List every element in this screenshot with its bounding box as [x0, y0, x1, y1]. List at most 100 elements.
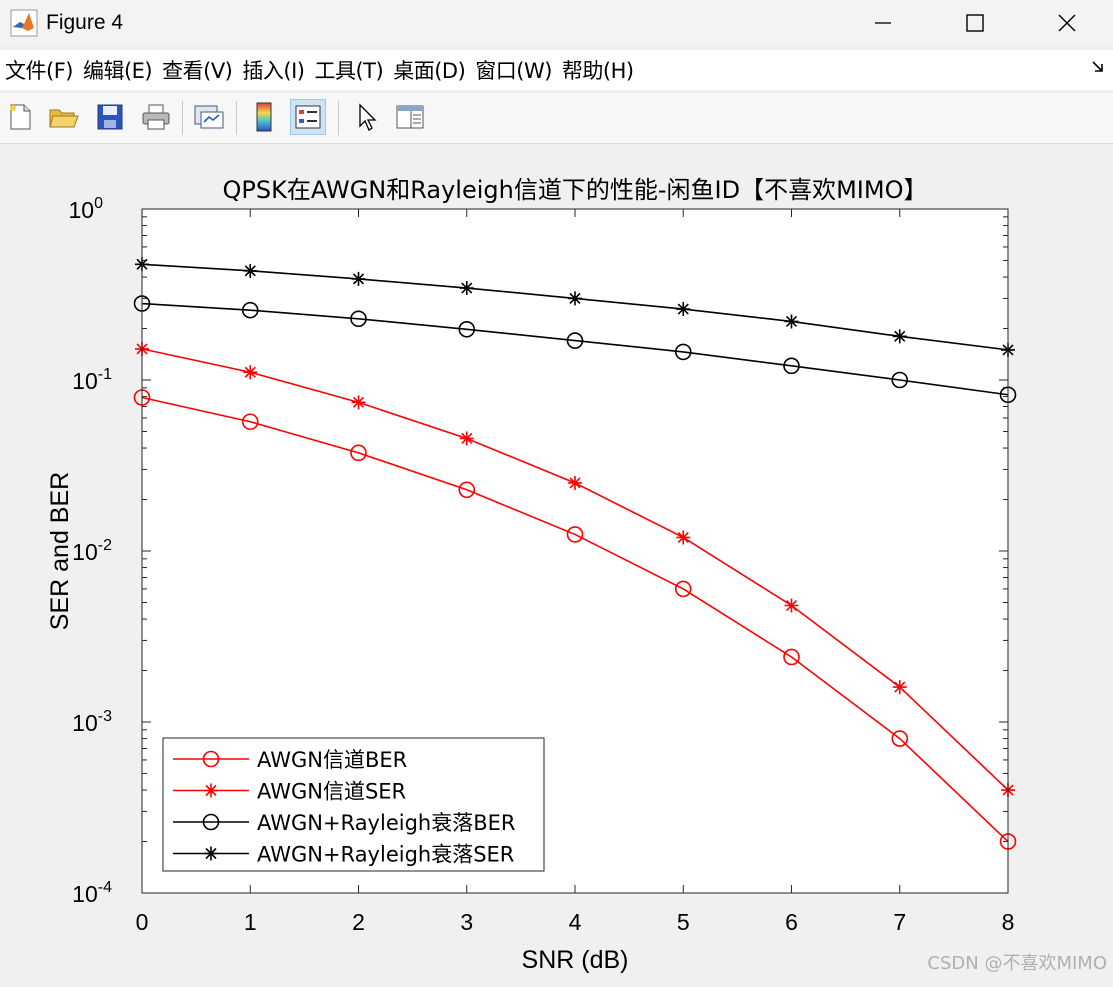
axes-frame	[141, 208, 1009, 894]
window-title: Figure 4	[46, 11, 124, 34]
save-button[interactable]	[92, 99, 128, 135]
pointer-arrow-icon	[359, 103, 377, 131]
legend-entry: AWGN信道BER	[173, 748, 407, 772]
menu-insert[interactable]: 插入(I)	[242, 59, 305, 83]
data-point	[351, 271, 366, 286]
y-tick-label: 10-3	[72, 708, 112, 736]
data-point	[783, 648, 800, 666]
dock-arrow-icon[interactable]	[1091, 60, 1105, 74]
data-point	[459, 281, 474, 296]
data-point	[892, 680, 907, 695]
edit-plot-button[interactable]	[348, 99, 384, 135]
legend[interactable]: AWGN信道BER AWGN信道SER AWGN+Rayleigh衰落BER AWGN…	[162, 737, 545, 872]
x-tick-label: 2	[352, 909, 365, 935]
data-point	[243, 263, 258, 278]
data-point	[243, 365, 258, 380]
legend-marker	[204, 783, 218, 798]
toolbar	[0, 93, 1113, 144]
data-point	[458, 320, 476, 338]
data-point	[566, 526, 584, 543]
matlab-logo-icon	[10, 9, 38, 37]
x-tick-label: 7	[893, 909, 906, 935]
open-folder-icon	[49, 109, 79, 128]
legend-label: AWGN+Rayleigh衰落BER	[257, 811, 515, 835]
print-button[interactable]	[138, 99, 174, 135]
data-point	[351, 395, 366, 410]
menu-help[interactable]: 帮助(H)	[561, 59, 634, 83]
data-point	[350, 444, 367, 462]
x-tick-label: 6	[785, 909, 798, 935]
menu-window[interactable]: 窗口(W)	[475, 59, 552, 83]
data-point	[566, 332, 584, 349]
legend-label: AWGN信道BER	[257, 748, 407, 772]
open-file-button[interactable]	[46, 99, 82, 135]
data-point	[458, 481, 476, 499]
data-point	[674, 580, 692, 598]
menu-bar: 文件(F) 编辑(E) 查看(V) 插入(I) 工具(T) 桌面(D) 窗口(W…	[0, 50, 1113, 90]
menu-view[interactable]: 查看(V)	[162, 59, 233, 83]
x-tick-label: 3	[460, 909, 473, 935]
legend-label: AWGN信道SER	[257, 780, 406, 804]
data-point	[784, 598, 799, 613]
data-point	[459, 431, 474, 446]
y-axis-label: SER and BER	[46, 472, 74, 630]
data-point	[568, 291, 582, 306]
colorbar-button[interactable]	[246, 99, 282, 135]
x-tick-label: 5	[677, 909, 690, 935]
data-point	[676, 530, 691, 545]
title-bar: Figure 4	[0, 0, 1113, 46]
data-point	[891, 371, 909, 389]
x-tick-label: 8	[1002, 909, 1015, 935]
chart: QPSK在AWGN和Rayleigh信道下的性能-闲鱼ID【不喜欢MIMO】 0…	[46, 176, 1017, 974]
link-plot-button[interactable]	[190, 99, 226, 135]
data-point	[674, 343, 692, 361]
x-tick-label: 1	[244, 909, 257, 935]
menu-edit[interactable]: 编辑(E)	[82, 59, 153, 83]
legend-icon	[295, 105, 321, 129]
new-file-icon	[10, 104, 31, 130]
minimize-icon	[875, 22, 891, 24]
legend-marker	[202, 813, 220, 831]
x-tick-label: 4	[569, 909, 582, 935]
legend-label: AWGN+Rayleigh衰落SER	[257, 843, 514, 867]
menu-file[interactable]: 文件(F)	[5, 59, 73, 83]
y-tick-label: 10-1	[72, 366, 112, 394]
legend-box	[162, 737, 545, 872]
data-point	[891, 730, 909, 747]
chart-title: QPSK在AWGN和Rayleigh信道下的性能-闲鱼ID【不喜欢MIMO】	[223, 176, 928, 204]
data-point	[568, 475, 582, 490]
legend-marker	[202, 750, 220, 768]
minimize-button[interactable]	[837, 0, 929, 46]
legend-marker	[204, 846, 218, 861]
legend-entry: AWGN+Rayleigh衰落SER	[173, 843, 514, 867]
property-inspector-button[interactable]	[392, 99, 428, 135]
data-point	[350, 310, 367, 328]
x-tick-label: 0	[136, 909, 149, 935]
data-point	[892, 329, 907, 344]
property-inspector-icon	[396, 105, 424, 129]
data-point	[783, 357, 800, 375]
legend-entry: AWGN信道SER	[173, 780, 406, 804]
close-button[interactable]	[1021, 0, 1113, 46]
figure-canvas: QPSK在AWGN和Rayleigh信道下的性能-闲鱼ID【不喜欢MIMO】 0…	[0, 144, 1113, 983]
printer-icon	[142, 104, 170, 130]
data-point	[241, 301, 259, 319]
data-point	[676, 302, 691, 317]
maximize-button[interactable]	[929, 0, 1021, 46]
watermark: CSDN @不喜欢MIMO	[927, 953, 1107, 974]
maximize-icon	[966, 14, 984, 32]
menu-tools[interactable]: 工具(T)	[314, 59, 384, 83]
series-line	[141, 302, 1009, 396]
y-tick-label: 10-2	[72, 537, 112, 565]
data-point	[241, 413, 259, 431]
menu-desktop[interactable]: 桌面(D)	[393, 59, 466, 83]
series-0	[133, 389, 1017, 850]
data-point	[784, 314, 799, 329]
x-axis-label: SNR (dB)	[522, 946, 629, 974]
link-plot-icon	[194, 105, 224, 129]
legend-entry: AWGN+Rayleigh衰落BER	[173, 811, 515, 835]
new-figure-button[interactable]	[2, 99, 38, 135]
y-tick-label: 100	[69, 195, 104, 223]
legend-button[interactable]	[290, 99, 326, 135]
save-disk-icon	[97, 104, 123, 130]
